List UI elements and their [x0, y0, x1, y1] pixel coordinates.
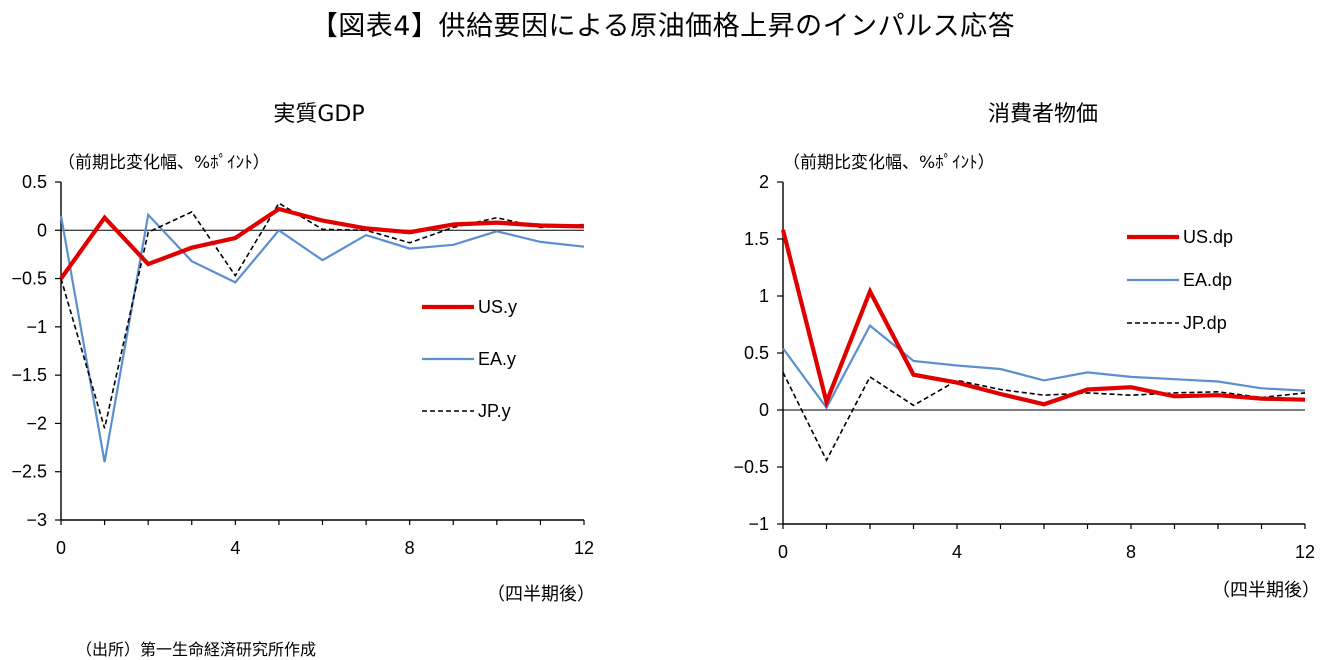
chart-gdp-legend-label: JP.y: [478, 401, 511, 421]
chart-gdp-unit-label: （前期比変化幅、%ﾎﾟｲﾝﾄ）: [58, 153, 270, 173]
chart-cpi-y-tick-label: −1: [748, 514, 769, 534]
chart-gdp-series-ea-y: [59, 212, 585, 463]
chart-cpi-y-tick-label: 0.5: [744, 343, 769, 363]
chart-gdp-x-tick-label: 8: [405, 538, 415, 558]
chart-cpi-x-tick-label: 12: [1295, 542, 1315, 562]
chart-gdp-x-unit-label: （四半期後）: [487, 584, 595, 605]
chart-gdp-x-tick-label: 12: [574, 538, 594, 558]
chart-cpi-x-tick-label: 0: [778, 542, 788, 562]
chart-cpi-series-jp-dp: [782, 372, 1306, 462]
chart-gdp-legend-label: EA.y: [478, 349, 516, 369]
chart-cpi-unit-label: （前期比変化幅、%ﾎﾟｲﾝﾄ）: [783, 153, 995, 173]
chart-cpi-x-tick-label: 8: [1126, 542, 1136, 562]
chart-cpi-y-tick-label: 0: [759, 400, 769, 420]
chart-gdp-y-tick-label: −1: [26, 317, 47, 337]
chart-gdp: 0.5 0 −0.5 −1 −1.5 −2 −2.5 −3 0 4 8 12 US.y EA.y JP.y: [11, 172, 594, 558]
chart-gdp-series-us-y: [59, 206, 585, 280]
chart-cpi-legend-label: US.dp: [1183, 227, 1233, 247]
chart-gdp-x-tick-label: 4: [230, 538, 240, 558]
chart-gdp-y-tick-label: −2: [26, 413, 47, 433]
source-note: （出所）第一生命経済研究所作成: [76, 640, 317, 659]
chart-cpi-series-ea-dp: [782, 323, 1306, 410]
chart-cpi-y-tick-label: −0.5: [733, 457, 769, 477]
chart-cpi-x-tick-label: 4: [952, 542, 962, 562]
chart-gdp-y-tick-label: −0.5: [11, 269, 47, 289]
chart-gdp-legend-label: US.y: [478, 297, 517, 317]
chart-gdp-y-tick-label: −1.5: [11, 365, 47, 385]
chart-gdp-title: 実質GDP: [273, 102, 365, 127]
chart-gdp-y-tick-label: 0.5: [22, 172, 47, 192]
chart-cpi-title: 消費者物価: [987, 102, 1098, 127]
chart-cpi-y-tick-label: 1: [759, 286, 769, 306]
chart-gdp-y-tick-label: −2.5: [11, 462, 47, 482]
chart-cpi-legend-label: EA.dp: [1183, 270, 1232, 290]
chart-gdp-x-tick-label: 0: [56, 538, 66, 558]
chart-cpi: 2 1.5 1 0.5 0 −0.5 −1 0 4 8 12 US.dp EA.dp JP.dp: [733, 172, 1315, 562]
chart-cpi-y-tick-label: 1.5: [744, 229, 769, 249]
chart-cpi-x-unit-label: （四半期後）: [1212, 580, 1320, 601]
figure-title: 【図表4】供給要因による原油価格上昇のインパルス応答: [310, 11, 1016, 42]
chart-gdp-series-jp-y: [60, 202, 585, 429]
chart-cpi-legend-label: JP.dp: [1183, 313, 1227, 333]
chart-cpi-y-tick-label: 2: [759, 172, 769, 192]
chart-gdp-y-tick-label: 0: [37, 220, 47, 240]
chart-gdp-y-tick-label: −3: [26, 510, 47, 530]
chart-cpi-series-us-dp: [780, 229, 1306, 409]
